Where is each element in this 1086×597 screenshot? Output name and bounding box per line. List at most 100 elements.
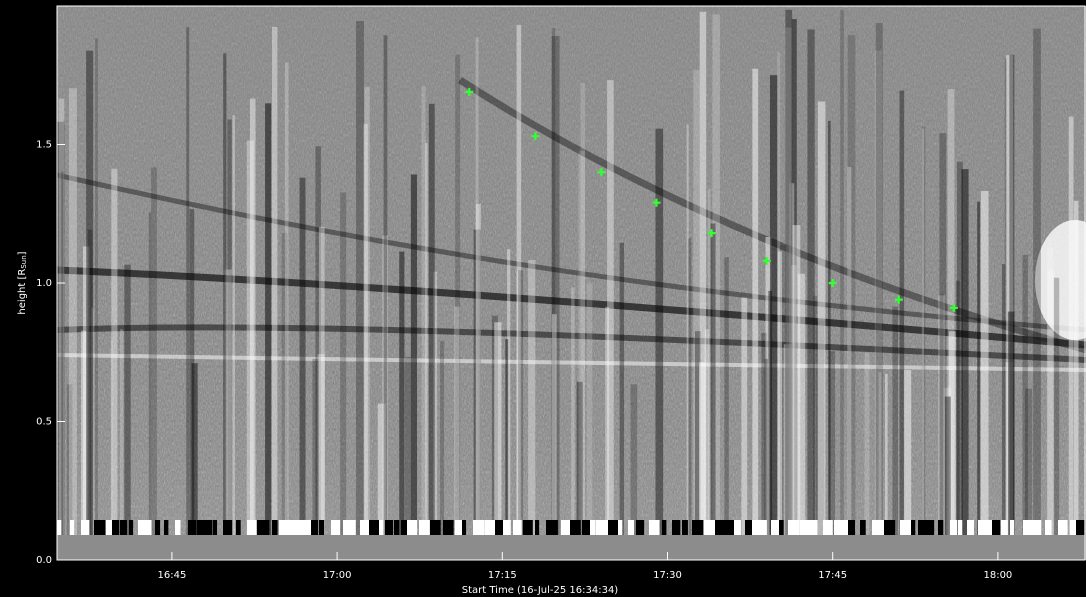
streak <box>399 251 405 535</box>
streak <box>768 290 773 535</box>
streak <box>707 188 711 535</box>
streak <box>704 329 710 535</box>
streak <box>580 83 586 535</box>
y-tick-label: 0.5 <box>36 417 52 428</box>
band-block <box>188 520 197 535</box>
band-block <box>561 520 571 535</box>
streak <box>383 35 388 535</box>
band-block <box>319 520 325 535</box>
streak <box>505 339 509 535</box>
band-block <box>602 520 611 535</box>
streak <box>249 98 256 535</box>
streak <box>551 36 560 536</box>
band-block <box>286 520 295 535</box>
x-tick-label: 17:45 <box>818 570 847 581</box>
band-block <box>834 520 844 535</box>
streak <box>1007 311 1015 535</box>
band-block <box>715 520 726 535</box>
streak <box>551 27 556 536</box>
marker <box>894 295 903 304</box>
band-block <box>570 520 581 535</box>
band-block <box>401 520 410 535</box>
band-block <box>264 520 270 535</box>
streak <box>356 20 364 535</box>
streak <box>699 362 706 535</box>
dark-ridge <box>57 266 1086 349</box>
streak <box>630 384 638 535</box>
streak <box>119 329 124 535</box>
map-shade <box>57 6 1086 560</box>
streak <box>605 306 610 535</box>
streak <box>363 123 368 535</box>
streak <box>1053 277 1060 535</box>
streak <box>110 340 113 535</box>
band-block <box>1010 520 1015 535</box>
band-block <box>1045 520 1052 535</box>
stripes <box>57 9 1085 536</box>
streak <box>475 203 481 536</box>
streak <box>741 297 748 535</box>
streak <box>404 356 411 535</box>
streak <box>410 174 418 536</box>
streak <box>712 14 720 536</box>
streak <box>425 143 428 535</box>
y-axis-label-end: ] <box>17 251 28 255</box>
band-block <box>349 520 356 535</box>
streak <box>82 246 90 536</box>
streak <box>943 387 952 535</box>
streak <box>791 265 797 535</box>
streak <box>765 236 772 536</box>
streak <box>433 271 438 535</box>
band-block <box>590 520 596 535</box>
streak <box>724 257 729 535</box>
band-block <box>106 520 113 535</box>
band-block <box>129 520 134 535</box>
band-block <box>762 520 767 535</box>
streak <box>87 229 93 535</box>
streak <box>232 115 235 535</box>
marker <box>465 87 474 96</box>
bright-patch <box>1035 220 1086 340</box>
band-block <box>649 520 660 535</box>
band-block <box>369 520 380 535</box>
streak <box>813 296 818 535</box>
streak <box>792 225 801 536</box>
marker <box>828 279 837 287</box>
x-tick-label: 16:45 <box>157 570 186 581</box>
band-block <box>138 520 149 535</box>
streak <box>688 238 692 536</box>
streak <box>761 332 768 535</box>
streak <box>829 351 836 535</box>
band-block <box>618 520 623 535</box>
band-block <box>1070 520 1080 535</box>
marker <box>707 229 716 238</box>
streak <box>699 11 707 535</box>
streak <box>382 235 389 535</box>
streak <box>246 140 254 536</box>
marker <box>652 198 661 207</box>
streak <box>693 70 700 535</box>
band-block <box>860 520 866 535</box>
streak <box>817 101 826 535</box>
band-block <box>925 520 935 535</box>
band-block <box>692 520 703 535</box>
band-block <box>513 520 522 535</box>
streak <box>956 161 963 535</box>
streak <box>224 269 232 535</box>
band-block <box>1033 520 1042 535</box>
marker <box>597 168 606 177</box>
band-block <box>546 520 558 535</box>
streak <box>91 308 95 535</box>
band-block <box>938 520 944 535</box>
dark-ridge <box>458 77 1086 354</box>
streak <box>551 314 557 535</box>
x-tick-label: 17:15 <box>488 570 517 581</box>
band-block <box>449 520 454 535</box>
streak <box>921 127 926 535</box>
streak <box>516 24 522 535</box>
band-block <box>272 520 278 535</box>
x-tick-label: 17:30 <box>653 570 682 581</box>
band-block <box>841 520 853 535</box>
band-block <box>144 520 152 535</box>
